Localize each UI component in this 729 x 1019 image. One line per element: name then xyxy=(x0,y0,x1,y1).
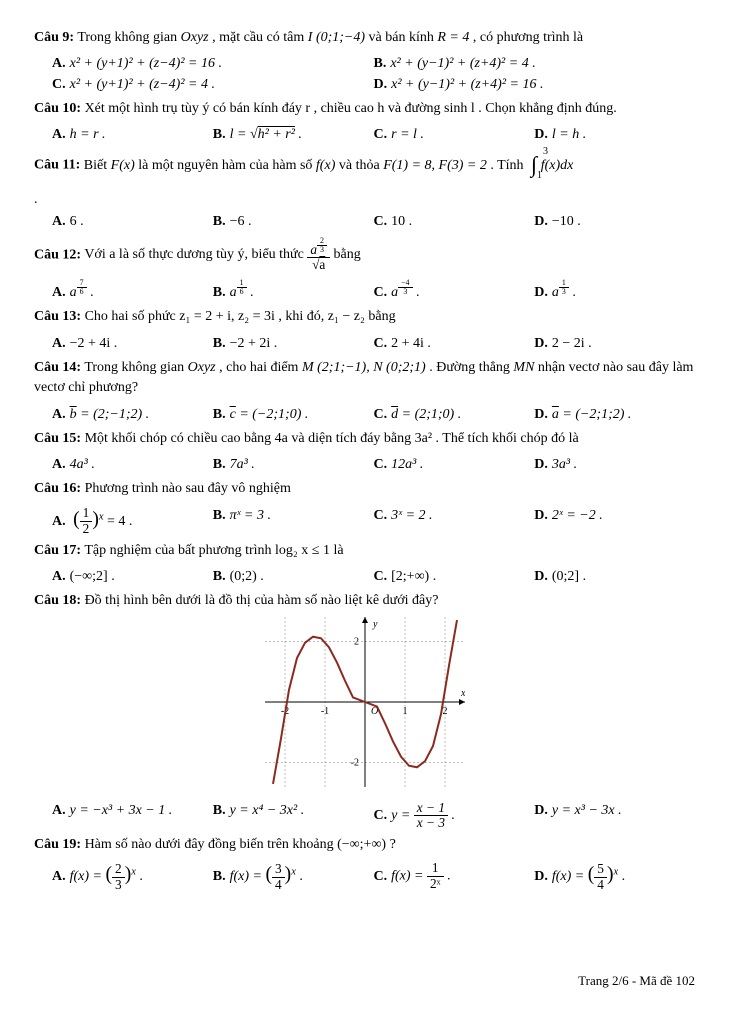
q12-options: A.a76 . B.a16 . C.a−43 . D.a13 . xyxy=(52,279,695,304)
q18-opt-c: C.y = x − 1x − 3 . xyxy=(374,801,535,831)
q18-label: Câu 18: xyxy=(34,593,81,608)
q16-text: Phương trình nào sau đây vô nghiệm xyxy=(85,481,291,496)
svg-text:1: 1 xyxy=(402,706,407,717)
svg-text:x: x xyxy=(460,688,465,699)
svg-text:y: y xyxy=(372,619,378,630)
question-18: Câu 18: Đồ thị hình bên dưới là đồ thị c… xyxy=(34,591,695,611)
q17-text: Tập nghiệm của bất phương trình log₂ x ≤… xyxy=(84,543,343,558)
q15-opt-a: A.4a³ . xyxy=(52,455,213,475)
q10-options: A.h = r . B.l = √h² + r² . C.r = l . D.l… xyxy=(52,125,695,145)
question-9: Câu 9: Trong không gian Oxyz , mặt cầu c… xyxy=(34,28,695,48)
question-16: Câu 16: Phương trình nào sau đây vô nghi… xyxy=(34,479,695,499)
q9-text: Trong không gian Oxyz , mặt cầu có tâm I… xyxy=(77,30,583,45)
svg-text:-1: -1 xyxy=(320,706,328,717)
q13-opt-d: D.2 − 2i . xyxy=(534,334,695,354)
page-footer: Trang 2/6 - Mã đề 102 xyxy=(34,972,695,991)
q9-opt-d: D.x² + (y−1)² + (z+4)² = 16 . xyxy=(374,75,696,95)
q15-opt-b: B.7a³ . xyxy=(213,455,374,475)
q16-label: Câu 16: xyxy=(34,481,81,496)
q13-opt-a: A.−2 + 4i . xyxy=(52,334,213,354)
question-11: Câu 11: Biết F(x) là một nguyên hàm của … xyxy=(34,149,695,181)
q14-opt-c: C.d = (2;1;0) . xyxy=(374,405,535,425)
q11-label: Câu 11: xyxy=(34,158,80,173)
q14-label: Câu 14: xyxy=(34,360,81,375)
q9-label: Câu 9: xyxy=(34,30,74,45)
q16-options: A. (12)x = 4 . B.πˣ = 3 . C.3ˣ = 2 . D.2… xyxy=(52,506,695,537)
q14-options: A.b = (2;−1;2) . B.c = (−2;1;0) . C.d = … xyxy=(52,405,695,425)
question-19: Câu 19: Hàm số nào dưới đây đồng biến tr… xyxy=(34,835,695,855)
svg-text:-2: -2 xyxy=(350,758,358,769)
q15-text: Một khối chóp có chiều cao bằng 4a và di… xyxy=(85,431,579,446)
q11-opt-d: D.−10 . xyxy=(534,212,695,232)
q16-opt-a: A. (12)x = 4 . xyxy=(52,506,213,537)
q13-label: Câu 13: xyxy=(34,309,81,324)
q14-text: Trong không gian Oxyz , cho hai điểm M (… xyxy=(34,360,693,395)
q18-opt-b: B.y = x⁴ − 3x² . xyxy=(213,801,374,831)
q11-opt-a: A.6 . xyxy=(52,212,213,232)
question-15: Câu 15: Một khối chóp có chiều cao bằng … xyxy=(34,429,695,449)
q15-label: Câu 15: xyxy=(34,431,81,446)
q12-opt-b: B.a16 . xyxy=(213,279,374,304)
q9-options: A.x² + (y+1)² + (z−4)² = 16 . B.x² + (y−… xyxy=(52,54,695,95)
q9-opt-b: B.x² + (y−1)² + (z+4)² = 4 . xyxy=(374,54,696,74)
q9-opt-c: C.x² + (y+1)² + (z−4)² = 4 . xyxy=(52,75,374,95)
q12-opt-d: D.a13 . xyxy=(534,279,695,304)
svg-text:2: 2 xyxy=(442,706,447,717)
question-13: Câu 13: Cho hai số phức z₁ = 2 + i, z₂ =… xyxy=(34,307,695,327)
svg-text:2: 2 xyxy=(354,637,359,648)
q17-label: Câu 17: xyxy=(34,543,81,558)
question-10: Câu 10: Xét một hình trụ tùy ý có bán kí… xyxy=(34,99,695,119)
q15-options: A.4a³ . B.7a³ . C.12a³ . D.3a³ . xyxy=(52,455,695,475)
q17-opt-d: D.(0;2] . xyxy=(534,567,695,587)
q10-label: Câu 10: xyxy=(34,101,81,116)
q18-opt-a: A.y = −x³ + 3x − 1 . xyxy=(52,801,213,831)
q16-opt-c: C.3ˣ = 2 . xyxy=(374,506,535,537)
q10-opt-a: A.h = r . xyxy=(52,125,213,145)
q19-opt-c: C.f(x) = 12ˣ . xyxy=(374,861,535,892)
q16-opt-b: B.πˣ = 3 . xyxy=(213,506,374,537)
q12-text: Với a là số thực dương tùy ý, biểu thức … xyxy=(84,247,360,262)
q10-text: Xét một hình trụ tùy ý có bán kính đáy r… xyxy=(85,101,617,116)
q13-text: Cho hai số phức z₁ = 2 + i, z₂ = 3i , kh… xyxy=(85,309,396,324)
q19-options: A.f(x) = (23)x . B.f(x) = (34)x . C.f(x)… xyxy=(52,861,695,892)
q16-opt-d: D.2ˣ = −2 . xyxy=(534,506,695,537)
q18-options: A.y = −x³ + 3x − 1 . B.y = x⁴ − 3x² . C.… xyxy=(52,801,695,831)
q15-opt-c: C.12a³ . xyxy=(374,455,535,475)
q11-text: Biết F(x) là một nguyên hàm của hàm số f… xyxy=(84,158,574,173)
q19-label: Câu 19: xyxy=(34,837,81,852)
q13-opt-c: C.2 + 4i . xyxy=(374,334,535,354)
q11-opt-c: C.10 . xyxy=(374,212,535,232)
q18-opt-d: D.y = x³ − 3x . xyxy=(534,801,695,831)
q10-opt-c: C.r = l . xyxy=(374,125,535,145)
q10-opt-b: B.l = √h² + r² . xyxy=(213,125,374,145)
q14-opt-d: D.a = (−2;1;2) . xyxy=(534,405,695,425)
q15-opt-d: D.3a³ . xyxy=(534,455,695,475)
q17-opt-c: C.[2;+∞) . xyxy=(374,567,535,587)
q10-opt-d: D.l = h . xyxy=(534,125,695,145)
q19-text: Hàm số nào dưới đây đồng biến trên khoản… xyxy=(85,837,396,852)
q13-options: A.−2 + 4i . B.−2 + 2i . C.2 + 4i . D.2 −… xyxy=(52,334,695,354)
question-12: Câu 12: Với a là số thực dương tùy ý, bi… xyxy=(34,237,695,273)
question-14: Câu 14: Trong không gian Oxyz , cho hai … xyxy=(34,358,695,399)
q12-opt-c: C.a−43 . xyxy=(374,279,535,304)
q14-opt-b: B.c = (−2;1;0) . xyxy=(213,405,374,425)
q19-opt-d: D.f(x) = (54)x . xyxy=(534,861,695,892)
q12-label: Câu 12: xyxy=(34,247,81,262)
q12-opt-a: A.a76 . xyxy=(52,279,213,304)
cubic-graph-icon: -2-112-22Oyx xyxy=(265,617,465,787)
q17-opt-b: B.(0;2) . xyxy=(213,567,374,587)
q17-opt-a: A.(−∞;2] . xyxy=(52,567,213,587)
q11-options: A.6 . B.−6 . C.10 . D.−10 . xyxy=(52,212,695,232)
integral-icon: ∫ 3 1 xyxy=(531,149,537,181)
q19-opt-b: B.f(x) = (34)x . xyxy=(213,861,374,892)
q19-opt-a: A.f(x) = (23)x . xyxy=(52,861,213,892)
q14-opt-a: A.b = (2;−1;2) . xyxy=(52,405,213,425)
q17-options: A.(−∞;2] . B.(0;2) . C.[2;+∞) . D.(0;2] … xyxy=(52,567,695,587)
q11-opt-b: B.−6 . xyxy=(213,212,374,232)
q9-opt-a: A.x² + (y+1)² + (z−4)² = 16 . xyxy=(52,54,374,74)
q18-graph: -2-112-22Oyx xyxy=(34,617,695,794)
q18-text: Đồ thị hình bên dưới là đồ thị của hàm s… xyxy=(85,593,439,608)
q13-opt-b: B.−2 + 2i . xyxy=(213,334,374,354)
question-17: Câu 17: Tập nghiệm của bất phương trình … xyxy=(34,541,695,561)
